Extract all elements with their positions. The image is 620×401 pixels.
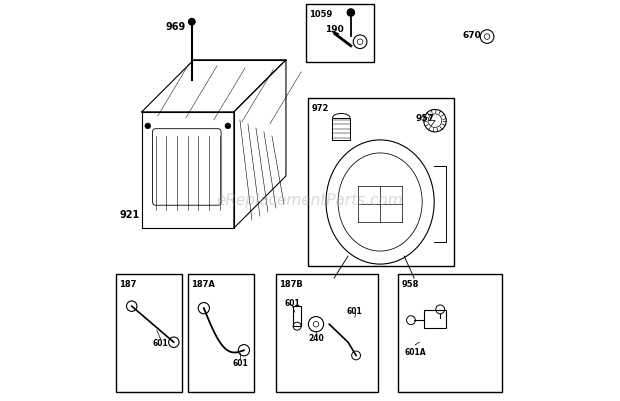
Circle shape — [347, 10, 355, 17]
Text: 601: 601 — [232, 358, 248, 367]
Bar — [188, 274, 254, 392]
Bar — [308, 99, 454, 266]
Text: 601: 601 — [153, 338, 169, 347]
Text: 601: 601 — [346, 306, 362, 315]
Circle shape — [145, 124, 151, 130]
Text: eReplacementParts.com: eReplacementParts.com — [216, 193, 404, 208]
Text: 957: 957 — [415, 113, 435, 122]
Text: 187B: 187B — [279, 279, 303, 288]
Bar — [293, 306, 301, 326]
Text: 601A: 601A — [404, 347, 426, 356]
Text: 240: 240 — [308, 333, 324, 342]
Bar — [276, 274, 378, 392]
Text: 190: 190 — [326, 25, 344, 34]
Bar — [424, 310, 446, 328]
Text: 921: 921 — [120, 209, 140, 219]
Text: 187A: 187A — [191, 279, 215, 288]
Text: 601: 601 — [284, 298, 300, 307]
Text: 187: 187 — [119, 279, 136, 288]
Bar — [398, 274, 502, 392]
Bar — [306, 5, 374, 63]
Text: 958: 958 — [401, 279, 418, 288]
Text: 1059: 1059 — [309, 10, 332, 18]
Bar — [332, 119, 350, 141]
Bar — [116, 274, 182, 392]
Text: 969: 969 — [166, 22, 186, 32]
Text: 670: 670 — [462, 31, 481, 41]
Circle shape — [225, 124, 231, 130]
Text: 972: 972 — [311, 103, 329, 112]
Circle shape — [188, 20, 195, 26]
